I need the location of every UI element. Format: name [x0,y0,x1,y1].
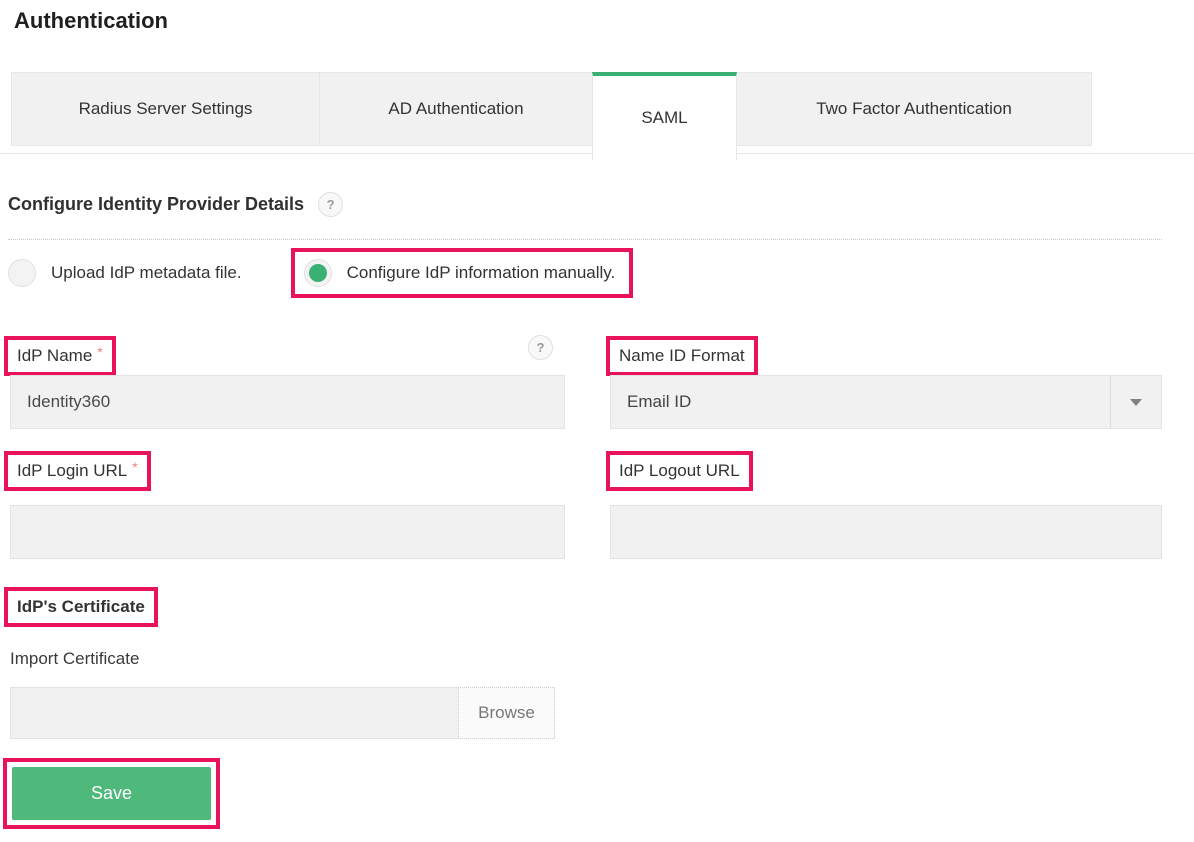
idp-login-url-label: IdP Login URL [17,461,128,480]
tab-ad-authentication[interactable]: AD Authentication [319,72,593,146]
radio-manual-label: Configure IdP information manually. [346,263,616,282]
save-button[interactable]: Save [12,767,211,820]
import-certificate-label: Import Certificate [10,649,140,668]
help-icon[interactable]: ? [318,192,344,217]
name-id-format-label: Name ID Format [619,346,745,365]
idp-name-input[interactable] [10,375,565,429]
radio-selected-circle-icon[interactable] [303,259,332,287]
idp-logout-url-label: IdP Logout URL [619,461,740,480]
annotation-box-idp-logout-url: IdP Logout URL [606,451,753,491]
tab-bar: Radius Server Settings AD Authentication… [11,72,1092,160]
annotation-box-save: Save [3,758,220,829]
page-title: Authentication [14,8,168,33]
radio-upload-label: Upload IdP metadata file. [51,263,242,282]
browse-button[interactable]: Browse [458,687,555,739]
tab-two-factor-authentication[interactable]: Two Factor Authentication [736,72,1092,146]
tab-radius-server-settings[interactable]: Radius Server Settings [11,72,320,146]
section-title: Configure Identity Provider Details [8,194,305,214]
idp-name-help-icon[interactable]: ? [528,335,553,360]
radio-configure-idp-manually[interactable]: Configure IdP information manually. [303,259,616,287]
idp-name-label: IdP Name [17,346,93,365]
dropdown-selected-value: Email ID [627,392,692,411]
idp-login-url-input[interactable] [10,505,565,559]
idp-certificate-label: IdP's Certificate [17,597,145,616]
idp-logout-url-input[interactable] [610,505,1162,559]
radio-selected-dot [308,264,327,282]
radio-upload-idp-metadata[interactable]: Upload IdP metadata file. [8,259,242,287]
annotation-box-idp-name: IdP Name * [4,336,116,376]
annotation-box-name-id-format: Name ID Format [606,336,758,376]
radio-circle-icon[interactable] [8,259,36,287]
required-asterisk: * [97,344,103,360]
import-certificate-field[interactable]: Browse [10,687,555,739]
annotation-box-idp-certificate: IdP's Certificate [4,587,158,627]
section-header: Configure Identity Provider Details ? [8,192,344,217]
idp-source-radio-group: Upload IdP metadata file. Configure IdP … [8,248,634,298]
annotation-box-manual-radio: Configure IdP information manually. [290,248,634,298]
annotation-box-idp-login-url: IdP Login URL * [4,451,151,491]
dotted-divider [8,239,1162,240]
name-id-format-dropdown[interactable]: Email ID [610,375,1162,429]
chevron-down-icon [1130,398,1142,406]
certificate-file-input[interactable] [11,688,458,738]
required-asterisk: * [132,459,138,475]
dropdown-arrow-section[interactable] [1110,376,1161,428]
tab-saml[interactable]: SAML [592,72,737,160]
